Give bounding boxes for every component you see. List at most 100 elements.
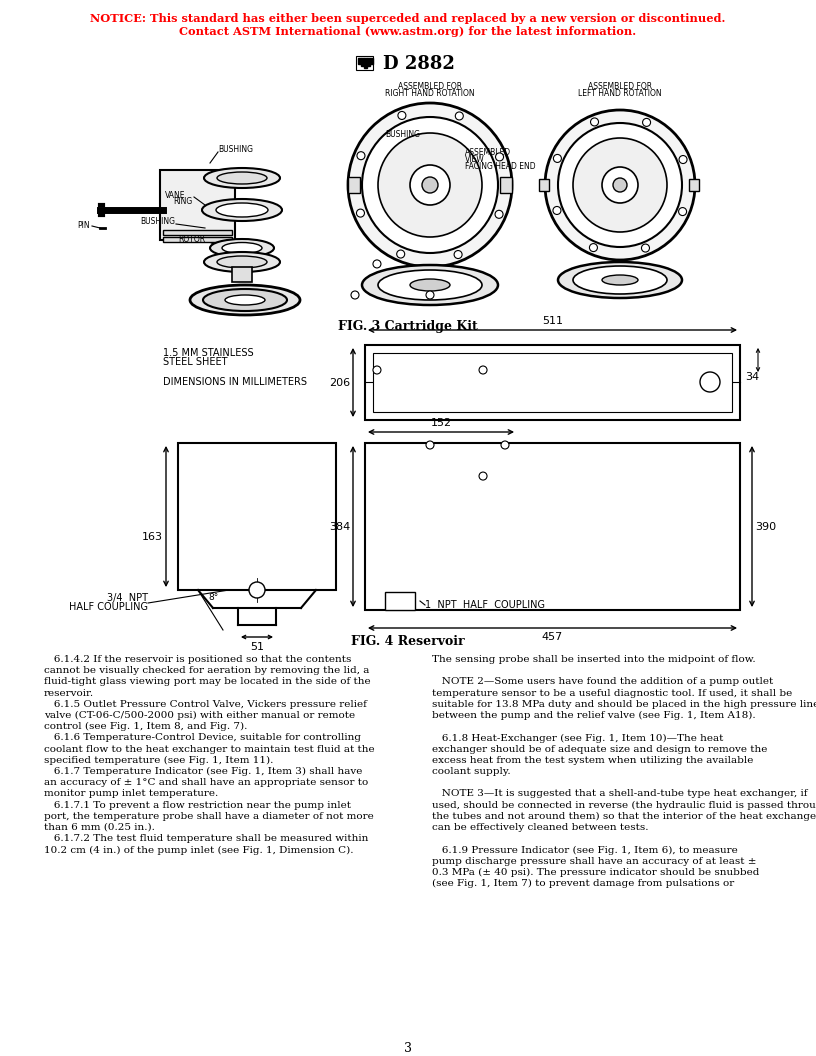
Bar (348, 177, 360, 193)
Text: 6.1.7.1 To prevent a flow restriction near the pump inlet: 6.1.7.1 To prevent a flow restriction ne… (44, 800, 351, 810)
Bar (163, 237, 232, 242)
Text: The sensing probe shall be inserted into the midpoint of flow.: The sensing probe shall be inserted into… (432, 655, 756, 664)
Circle shape (641, 244, 650, 252)
Text: suitable for 13.8 MPa duty and should be placed in the high pressure line: suitable for 13.8 MPa duty and should be… (432, 700, 816, 709)
Circle shape (378, 133, 482, 237)
Bar (365, 444, 740, 610)
Bar (367, 58, 370, 65)
Circle shape (454, 250, 462, 259)
Text: 206: 206 (329, 377, 350, 388)
Circle shape (479, 472, 487, 480)
Circle shape (455, 112, 463, 120)
Bar (689, 180, 699, 191)
Text: 10.2 cm (4 in.) of the pump inlet (see Fig. 1, Dimension C).: 10.2 cm (4 in.) of the pump inlet (see F… (44, 846, 353, 854)
Text: PIN: PIN (78, 221, 90, 229)
Text: Contact ASTM International (www.astm.org) for the latest information.: Contact ASTM International (www.astm.org… (180, 26, 636, 37)
Circle shape (357, 152, 365, 159)
Circle shape (479, 366, 487, 374)
Text: pump discharge pressure shall have an accuracy of at least ±: pump discharge pressure shall have an ac… (432, 856, 756, 866)
Text: NOTE 2—Some users have found the addition of a pump outlet: NOTE 2—Some users have found the additio… (432, 677, 774, 686)
Circle shape (422, 177, 438, 193)
Circle shape (602, 167, 638, 203)
Circle shape (373, 366, 381, 374)
Ellipse shape (217, 256, 267, 268)
Ellipse shape (203, 289, 287, 312)
Text: LEFT HAND ROTATION: LEFT HAND ROTATION (579, 89, 662, 98)
Text: 6.1.7.2 The test fluid temperature shall be measured within: 6.1.7.2 The test fluid temperature shall… (44, 834, 368, 843)
Ellipse shape (210, 239, 274, 257)
Text: port, the temperature probe shall have a diameter of not more: port, the temperature probe shall have a… (44, 812, 374, 821)
Text: than 6 mm (0.25 in.).: than 6 mm (0.25 in.). (44, 823, 155, 832)
Ellipse shape (216, 203, 268, 216)
Text: 6.1.5 Outlet Pressure Control Valve, Vickers pressure relief: 6.1.5 Outlet Pressure Control Valve, Vic… (44, 700, 367, 709)
Text: 457: 457 (542, 631, 563, 642)
Ellipse shape (558, 262, 682, 298)
Circle shape (501, 441, 509, 449)
Ellipse shape (222, 243, 262, 253)
Text: RIGHT HAND ROTATION: RIGHT HAND ROTATION (385, 89, 475, 98)
Text: VIEW: VIEW (465, 155, 485, 164)
Text: valve (CT-06-C/500-2000 psi) with either manual or remote: valve (CT-06-C/500-2000 psi) with either… (44, 711, 355, 720)
Text: 6.1.9 Pressure Indicator (see Fig. 1, Item 6), to measure: 6.1.9 Pressure Indicator (see Fig. 1, It… (432, 846, 738, 854)
Circle shape (397, 250, 405, 258)
Text: 6.1.7 Temperature Indicator (see Fig. 1, Item 3) shall have: 6.1.7 Temperature Indicator (see Fig. 1,… (44, 767, 362, 776)
Text: 152: 152 (430, 418, 451, 428)
Circle shape (553, 154, 561, 163)
Text: FIG. 4 Reservoir: FIG. 4 Reservoir (351, 635, 465, 648)
Bar (356, 56, 373, 70)
Text: VANE: VANE (165, 190, 185, 200)
Bar (364, 58, 366, 68)
Text: RING: RING (174, 197, 193, 207)
Text: 511: 511 (542, 316, 563, 326)
Text: FIG. 3 Cartridge Kit: FIG. 3 Cartridge Kit (338, 320, 478, 333)
Circle shape (591, 118, 598, 126)
Text: 390: 390 (755, 522, 776, 531)
Circle shape (410, 165, 450, 205)
Ellipse shape (602, 275, 638, 285)
Bar (163, 230, 232, 235)
Text: 3/4  NPT: 3/4 NPT (107, 593, 148, 603)
Ellipse shape (225, 295, 265, 305)
Ellipse shape (202, 199, 282, 221)
Text: 51: 51 (250, 642, 264, 652)
Circle shape (398, 112, 406, 119)
Text: DIMENSIONS IN MILLIMETERS: DIMENSIONS IN MILLIMETERS (163, 377, 307, 386)
Text: excess heat from the test system when utilizing the available: excess heat from the test system when ut… (432, 756, 753, 765)
Text: cannot be visually checked for aeration by removing the lid, a: cannot be visually checked for aeration … (44, 666, 370, 675)
Bar (385, 592, 415, 610)
Text: (see Fig. 1, Item 7) to prevent damage from pulsations or: (see Fig. 1, Item 7) to prevent damage f… (432, 879, 734, 888)
Text: control (see Fig. 1, Item 8, and Fig. 7).: control (see Fig. 1, Item 8, and Fig. 7)… (44, 722, 247, 732)
Text: ASSEMBLED FOR: ASSEMBLED FOR (398, 82, 462, 91)
Circle shape (700, 372, 720, 392)
Text: 384: 384 (329, 522, 350, 531)
Text: 0.3 MPa (± 40 psi). The pressure indicator should be snubbed: 0.3 MPa (± 40 psi). The pressure indicat… (432, 868, 760, 876)
Circle shape (348, 103, 512, 267)
Circle shape (642, 118, 650, 127)
Text: specified temperature (see Fig. 1, Item 11).: specified temperature (see Fig. 1, Item … (44, 756, 273, 765)
Circle shape (573, 138, 667, 232)
Text: 6.1.4.2 If the reservoir is positioned so that the contents: 6.1.4.2 If the reservoir is positioned s… (44, 655, 352, 664)
Ellipse shape (217, 172, 267, 184)
Circle shape (426, 291, 434, 299)
Circle shape (249, 582, 265, 598)
Bar (178, 444, 336, 590)
Text: 6.1.6 Temperature-Control Device, suitable for controlling: 6.1.6 Temperature-Control Device, suitab… (44, 734, 361, 742)
Bar (365, 345, 740, 420)
Circle shape (495, 210, 503, 219)
Text: 34: 34 (745, 372, 759, 382)
Circle shape (495, 153, 503, 161)
Text: 163: 163 (142, 531, 163, 542)
Text: BUSHING: BUSHING (140, 218, 175, 226)
Bar (373, 353, 732, 412)
Circle shape (613, 178, 627, 192)
Text: BUSHING: BUSHING (385, 130, 420, 139)
Text: between the pump and the relief valve (see Fig. 1, Item A18).: between the pump and the relief valve (s… (432, 711, 756, 720)
Text: ASSEMBLED: ASSEMBLED (465, 148, 511, 157)
Ellipse shape (410, 279, 450, 291)
Circle shape (373, 260, 381, 268)
Text: FACING HEAD END: FACING HEAD END (465, 162, 535, 171)
Ellipse shape (362, 265, 498, 305)
Bar (500, 177, 512, 193)
Text: ASSEMBLED FOR: ASSEMBLED FOR (588, 82, 652, 91)
Text: can be effectively cleaned between tests.: can be effectively cleaned between tests… (432, 823, 649, 832)
